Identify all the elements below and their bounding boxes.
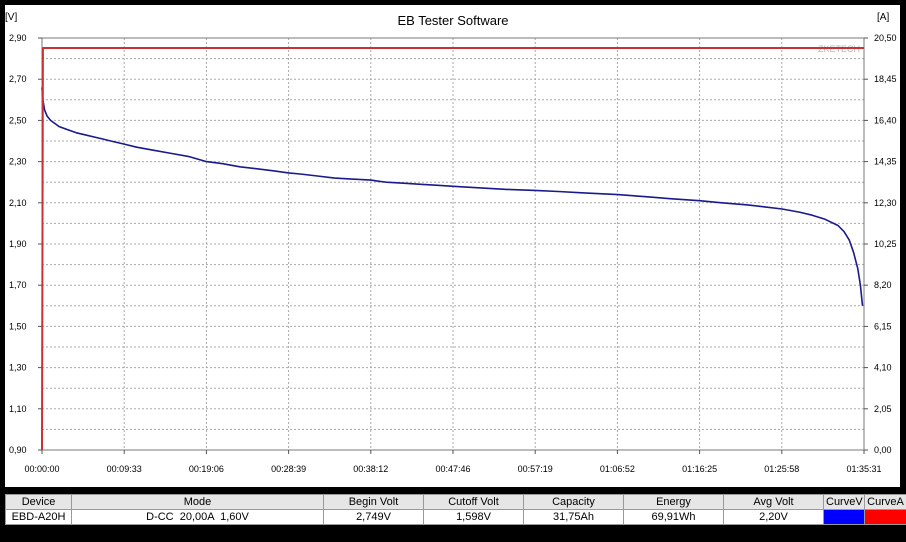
header-curve-v: CurveV [823,494,865,510]
series-curvev-line [41,87,864,306]
curve-v-color-swatch[interactable] [823,509,865,525]
x-axis-tick-label: 00:47:46 [435,464,470,474]
x-axis-tick-label: 00:38:12 [353,464,388,474]
chart-panel: EB Tester Software [V] [A] 0,90 1,10 1,30 1,50… [5,5,900,487]
header-cutoff-volt: Cutoff Volt [423,494,524,510]
header-energy: Energy [623,494,724,510]
x-axis-tick-label: 01:06:52 [600,464,635,474]
right-axis-tick-label: 2,05 [874,404,892,414]
right-axis-tick-label: 18,45 [874,74,897,84]
right-axis-tick-label: 20,50 [874,33,897,43]
test-info-table: Device Mode Begin Volt Cutoff Volt Capac… [5,494,906,525]
left-axis-tick-label: 2,90 [9,33,27,43]
begin-volt-value: 2,749V [323,509,424,525]
header-begin-volt: Begin Volt [323,494,424,510]
x-axis-tick-label: 00:57:19 [518,464,553,474]
x-axis-tick-label: 00:19:06 [189,464,224,474]
right-axis-tick-label: 10,25 [874,239,897,249]
curve-a-swatch [865,510,906,524]
left-axis-unit: [V] [5,12,17,23]
left-axis-tick-label: 1,70 [9,280,27,290]
right-axis-tick-label: 4,10 [874,363,892,373]
header-avg-volt: Avg Volt [723,494,824,510]
discharge-chart: EB Tester Software [V] [A] 0,90 1,10 1,30 1,50… [5,12,897,474]
chart-title: EB Tester Software [397,13,508,28]
series-curvea-line [41,47,864,451]
header-curve-a: CurveA [864,494,906,510]
right-axis-tick-label: 0,00 [874,445,892,455]
right-axis-tick-label: 16,40 [874,115,897,125]
device-value: EBD-A20H [5,509,72,525]
left-axis-tick-label: 2,10 [9,198,27,208]
x-axis-tick-label: 01:35:31 [846,464,881,474]
left-axis-tick-label: 0,90 [9,445,27,455]
table-row: EBD-A20H D-CC 20,00A 1,60V 2,749V 1,598V… [5,509,906,525]
energy-value: 69,91Wh [623,509,724,525]
right-axis-tick-label: 6,15 [874,321,892,331]
x-axis-tick-label: 00:09:33 [107,464,142,474]
x-axis-tick-label: 00:00:00 [24,464,59,474]
left-axis-tick-label: 1,30 [9,363,27,373]
avg-volt-value: 2,20V [723,509,824,525]
x-axis-tick-label: 01:16:25 [682,464,717,474]
capacity-value: 31,75Ah [523,509,624,525]
x-axis-tick-label: 01:25:58 [764,464,799,474]
left-axis-tick-label: 2,70 [9,74,27,84]
table-header-row: Device Mode Begin Volt Cutoff Volt Capac… [5,494,906,510]
left-axis-tick-label: 1,10 [9,404,27,414]
x-axis-tick-label: 00:28:39 [271,464,306,474]
mode-value: D-CC 20,00A 1,60V [71,509,324,525]
left-axis-tick-label: 2,30 [9,157,27,167]
cutoff-volt-value: 1,598V [423,509,524,525]
right-axis-tick-label: 14,35 [874,157,897,167]
curve-v-swatch [824,510,864,524]
header-capacity: Capacity [523,494,624,510]
left-axis-tick-label: 1,90 [9,239,27,249]
curve-a-color-swatch[interactable] [864,509,906,525]
right-axis-tick-label: 8,20 [874,280,892,290]
right-axis-unit: [A] [877,12,889,23]
header-device: Device [5,494,72,510]
header-mode: Mode [71,494,324,510]
left-axis-tick-label: 2,50 [9,115,27,125]
left-axis-tick-label: 1,50 [9,321,27,331]
right-axis-tick-label: 12,30 [874,198,897,208]
